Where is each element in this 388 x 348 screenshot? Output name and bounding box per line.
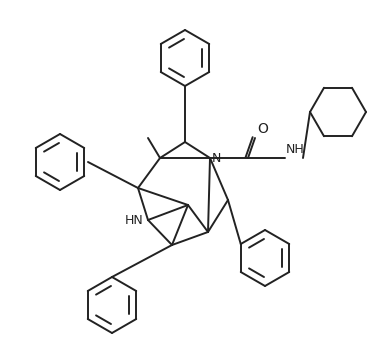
Text: NH: NH <box>286 143 305 156</box>
Text: O: O <box>257 122 268 136</box>
Text: HN: HN <box>125 214 144 227</box>
Text: N: N <box>212 151 222 165</box>
